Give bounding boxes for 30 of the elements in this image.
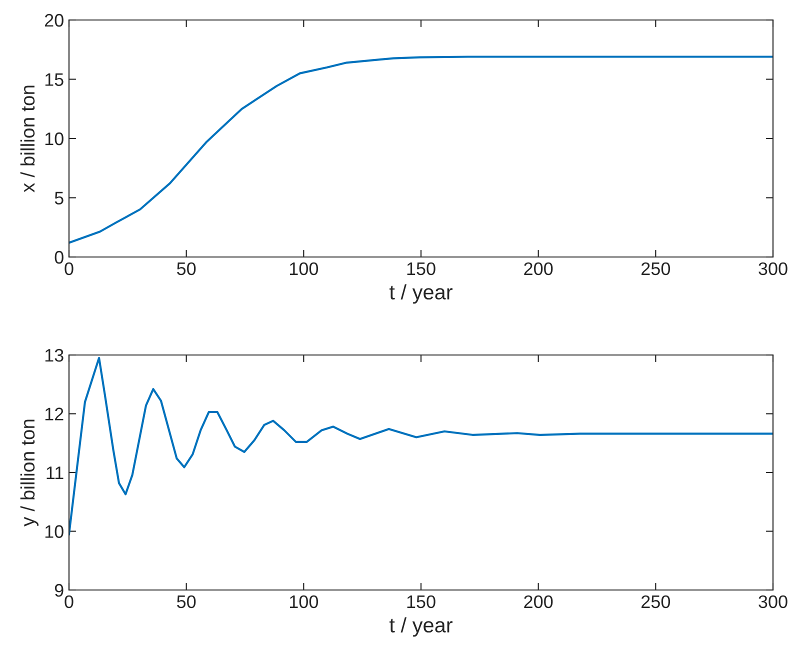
y-tick-label: 12 — [45, 408, 64, 420]
x-tick-label: 300 — [758, 595, 788, 608]
x-tick-label: 100 — [290, 262, 318, 276]
x-tick-label: 300 — [758, 262, 788, 276]
x-tick-label: 100 — [290, 595, 318, 608]
x-tick-label: 50 — [177, 262, 196, 276]
x-tick-label: 50 — [177, 595, 196, 608]
y-tick-label: 0 — [54, 250, 64, 264]
y-tick-label: 10 — [45, 132, 64, 146]
x-axis-title: t / year — [389, 284, 452, 304]
y-axis-title: x / billion ton — [20, 86, 35, 192]
x-tick-label: 150 — [407, 595, 436, 608]
x-tick-label: 200 — [524, 262, 553, 276]
y-tick-label: 13 — [45, 348, 64, 362]
y-axis-title: y / billion ton — [20, 420, 38, 526]
y-tick-label: 10 — [45, 525, 64, 538]
y-tick-label: 15 — [45, 73, 64, 86]
x-tick-label: 250 — [642, 262, 670, 276]
y-tick-label: 11 — [46, 466, 64, 480]
x-tick-label: 150 — [407, 262, 436, 276]
x-tick-label: 0 — [64, 595, 74, 608]
line-series — [69, 356, 773, 536]
y-tick-label: 9 — [54, 584, 64, 597]
x-tick-label: 0 — [64, 262, 74, 276]
y-tick-label: 5 — [54, 192, 64, 204]
x-tick-label: 250 — [642, 595, 670, 608]
x-axis-title: t / year — [389, 617, 452, 637]
y-tick-label: 20 — [44, 14, 64, 27]
x-tick-label: 200 — [524, 595, 553, 608]
line-series — [69, 56, 773, 244]
